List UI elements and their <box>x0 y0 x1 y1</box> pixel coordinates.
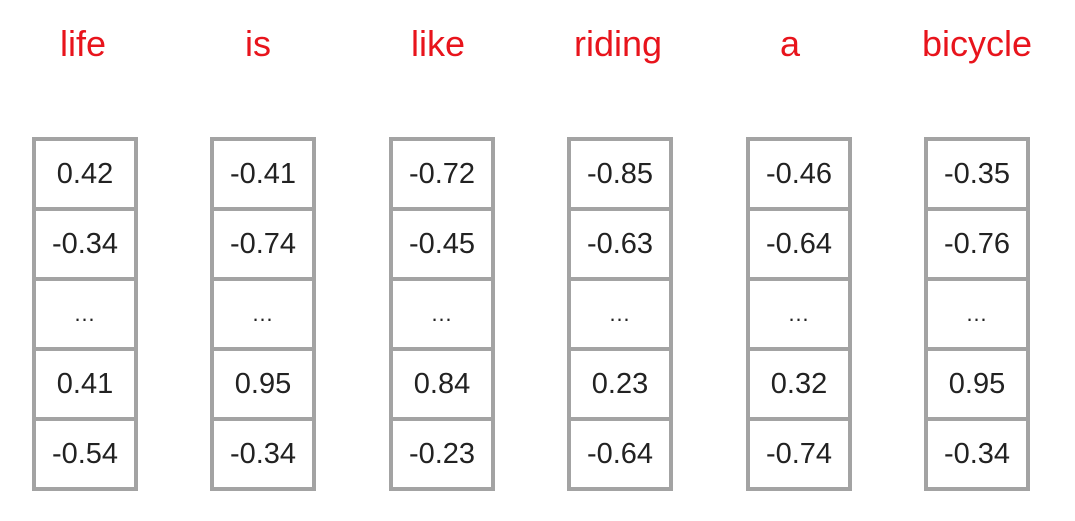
token-word-riding: riding <box>573 23 663 64</box>
vector-cell: -0.35 <box>928 141 1026 207</box>
vector-cell: 0.95 <box>928 351 1026 417</box>
vector-cell: -0.34 <box>36 211 134 277</box>
embedding-vector-like: -0.72 -0.45 … 0.84 -0.23 <box>389 137 495 491</box>
embedding-vector-bicycle: -0.35 -0.76 … 0.95 -0.34 <box>924 137 1030 491</box>
vector-cell: 0.95 <box>214 351 312 417</box>
embedding-vector-a: -0.46 -0.64 … 0.32 -0.74 <box>746 137 852 491</box>
vector-cell: 0.41 <box>36 351 134 417</box>
vector-cell: -0.34 <box>214 421 312 487</box>
vector-cell-ellipsis: … <box>36 281 134 347</box>
token-word-like: like <box>410 23 466 64</box>
vector-cell: -0.74 <box>750 421 848 487</box>
token-word-bicycle: bicycle <box>921 23 1033 64</box>
vector-cell: -0.64 <box>750 211 848 277</box>
embedding-vector-riding: -0.85 -0.63 … 0.23 -0.64 <box>567 137 673 491</box>
vector-cell: -0.63 <box>571 211 669 277</box>
vector-cell: 0.42 <box>36 141 134 207</box>
vector-cell-ellipsis: … <box>214 281 312 347</box>
vector-cell: 0.84 <box>393 351 491 417</box>
vector-cell: -0.54 <box>36 421 134 487</box>
token-word-a: a <box>779 23 801 64</box>
embedding-vector-life: 0.42 -0.34 … 0.41 -0.54 <box>32 137 138 491</box>
embedding-vector-is: -0.41 -0.74 … 0.95 -0.34 <box>210 137 316 491</box>
vector-cell: -0.46 <box>750 141 848 207</box>
vector-cell: -0.85 <box>571 141 669 207</box>
vector-cell: -0.64 <box>571 421 669 487</box>
vector-cell: -0.74 <box>214 211 312 277</box>
vector-cell: -0.76 <box>928 211 1026 277</box>
vector-cell: 0.32 <box>750 351 848 417</box>
vector-cell: 0.23 <box>571 351 669 417</box>
vector-cell-ellipsis: … <box>393 281 491 347</box>
vector-cell: -0.34 <box>928 421 1026 487</box>
vector-cell: -0.45 <box>393 211 491 277</box>
vector-cell-ellipsis: … <box>571 281 669 347</box>
vector-cell: -0.72 <box>393 141 491 207</box>
vector-cell-ellipsis: … <box>750 281 848 347</box>
token-word-life: life <box>59 23 107 64</box>
vector-cell: -0.23 <box>393 421 491 487</box>
token-word-is: is <box>245 23 271 64</box>
vector-cell-ellipsis: … <box>928 281 1026 347</box>
vector-cell: -0.41 <box>214 141 312 207</box>
